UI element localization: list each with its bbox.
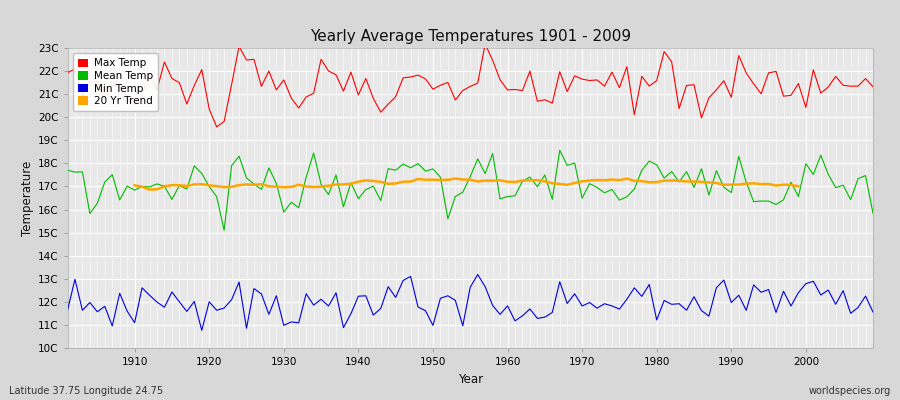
Legend: Max Temp, Mean Temp, Min Temp, 20 Yr Trend: Max Temp, Mean Temp, Min Temp, 20 Yr Tre… — [73, 53, 158, 112]
Text: worldspecies.org: worldspecies.org — [809, 386, 891, 396]
Title: Yearly Average Temperatures 1901 - 2009: Yearly Average Temperatures 1901 - 2009 — [310, 29, 631, 44]
Y-axis label: Temperature: Temperature — [21, 160, 33, 236]
X-axis label: Year: Year — [458, 372, 482, 386]
Text: Latitude 37.75 Longitude 24.75: Latitude 37.75 Longitude 24.75 — [9, 386, 163, 396]
